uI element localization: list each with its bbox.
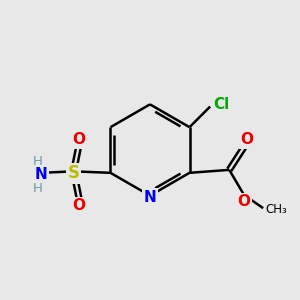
Text: O: O bbox=[240, 132, 254, 147]
Text: H: H bbox=[33, 182, 43, 195]
Text: O: O bbox=[73, 132, 85, 147]
Text: N: N bbox=[35, 167, 48, 182]
Text: N: N bbox=[144, 190, 156, 205]
Text: O: O bbox=[238, 194, 250, 209]
Text: H: H bbox=[33, 155, 43, 169]
Text: O: O bbox=[73, 198, 85, 213]
Text: Cl: Cl bbox=[213, 97, 229, 112]
Text: CH₃: CH₃ bbox=[266, 203, 287, 216]
Text: S: S bbox=[68, 164, 80, 182]
